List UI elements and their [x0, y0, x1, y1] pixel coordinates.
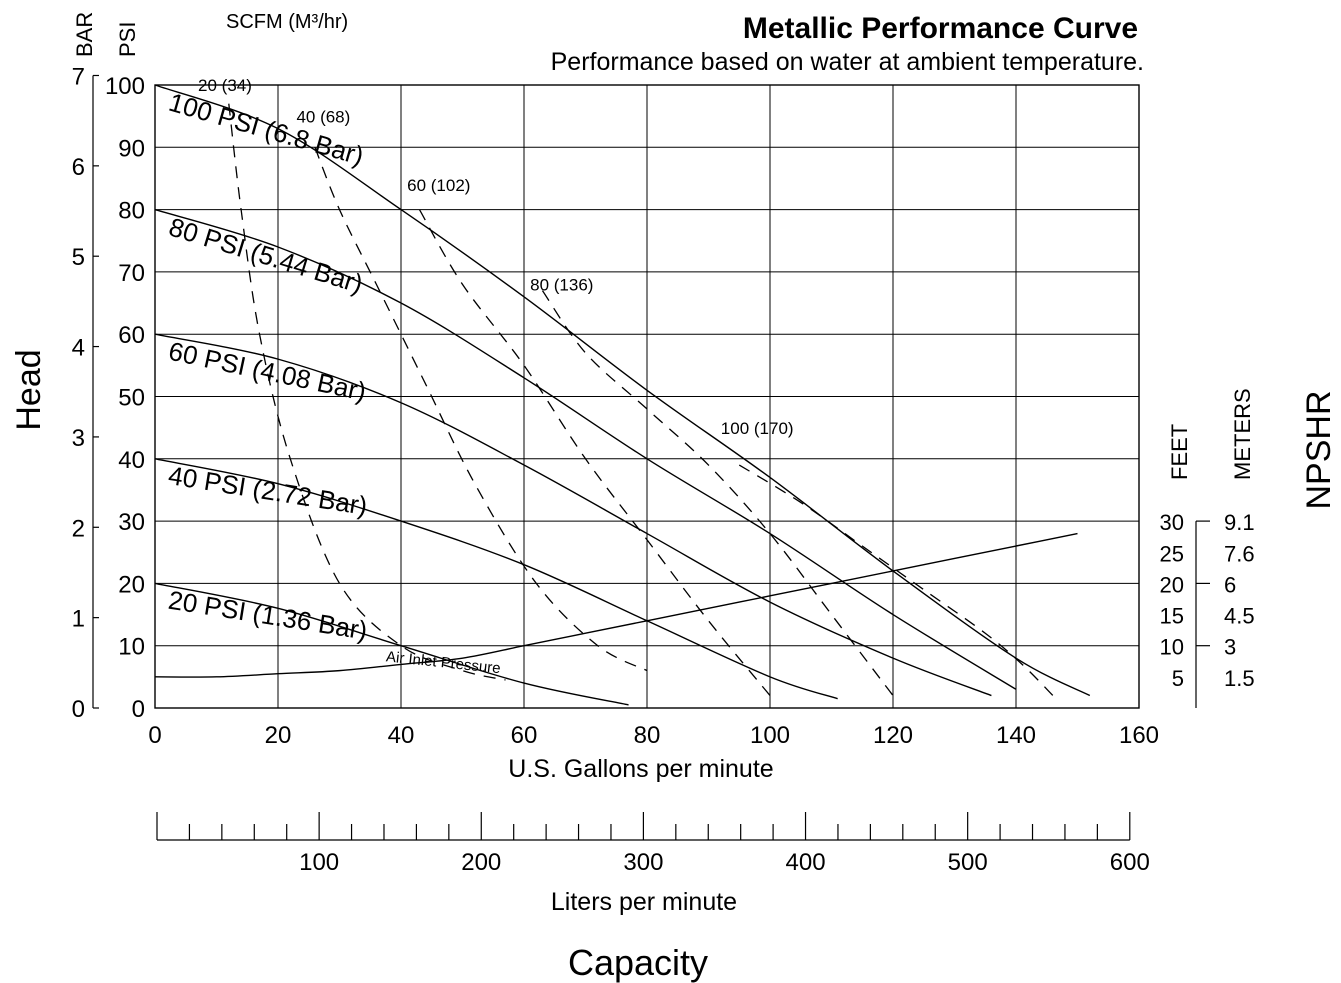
x-tick-label: 140: [996, 722, 1036, 749]
psi-tick-label: 80: [118, 198, 145, 225]
lpm-tick-label: 400: [786, 849, 826, 876]
x-tick-label: 40: [388, 722, 415, 749]
pressure-curve: [154, 84, 1091, 697]
bar-tick-label: 1: [72, 606, 85, 633]
scfm-curve: [418, 209, 771, 696]
npshr-curve: [154, 532, 1078, 678]
npshr-label: NPSHR: [1300, 390, 1338, 509]
psi-tick-label: 10: [118, 634, 145, 661]
psi-tick-label: 20: [118, 571, 145, 598]
psi-tick-label: 40: [118, 447, 145, 474]
x-tick-label: 0: [148, 722, 161, 749]
pressure-curve: [154, 208, 1017, 690]
npshr-feet-label: 5: [1172, 666, 1184, 691]
npshr-meter-label: 4.5: [1224, 604, 1255, 629]
pressure-curve-label: 40 PSI (2.72 Bar): [166, 460, 369, 521]
npshr-feet-label: 30: [1160, 510, 1184, 535]
x-tick-label: 60: [511, 722, 538, 749]
npshr-meter-label: 7.6: [1224, 541, 1255, 566]
psi-tick-label: 70: [118, 260, 145, 287]
plot-grid: [154, 84, 1140, 709]
x-tick-label: 20: [265, 722, 292, 749]
lpm-tick-label: 100: [299, 849, 339, 876]
lpm-tick-label: 600: [1110, 849, 1150, 876]
lpm-tick-label: 200: [461, 849, 501, 876]
x-axis-label: U.S. Gallons per minute: [508, 755, 773, 783]
bar-tick-label: 5: [72, 244, 85, 271]
meters-label: METERS: [1230, 388, 1255, 480]
psi-tick-label: 60: [118, 322, 145, 349]
npshr-meter-label: 6: [1224, 572, 1236, 597]
scfm-curve-label: 20 (34): [198, 76, 252, 95]
pressure-curve: [154, 582, 629, 706]
scfm-curve-label: 40 (68): [296, 107, 350, 126]
psi-tick-label: 50: [118, 385, 145, 412]
npshr-meter-label: 9.1: [1224, 510, 1255, 535]
scfm-curve-label: 80 (136): [530, 276, 593, 295]
axis-ticks: 0 20 40 60 80 100 120 140 1600102030405060708090…: [72, 63, 1255, 876]
pressure-curve-label: 20 PSI (1.36 Bar): [166, 585, 369, 646]
bar-tick-label: 0: [72, 696, 85, 723]
bar-tick-label: 7: [72, 63, 85, 90]
scfm-curve: [314, 147, 648, 672]
pressure-curve: [154, 458, 838, 700]
scfm-label: SCFM (M³/hr): [226, 11, 348, 33]
lpm-tick-label: 500: [948, 849, 988, 876]
lpm-tick-label: 300: [623, 849, 663, 876]
pressure-curve-label: 80 PSI (5.44 Bar): [166, 212, 367, 299]
x-tick-label: 100: [750, 722, 790, 749]
psi-tick-label: 0: [132, 696, 145, 723]
chart-title: Metallic Performance Curve: [743, 12, 1138, 45]
psi-tick-label: 30: [118, 509, 145, 536]
bar-tick-label: 2: [72, 515, 85, 542]
npshr-feet-label: 15: [1160, 604, 1184, 629]
air-inlet-label: Air Inlet Pressure: [385, 648, 501, 677]
pressure-curves: [154, 84, 1091, 706]
psi-tick-label: 100: [105, 73, 145, 100]
npshr-meter-label: 1.5: [1224, 666, 1255, 691]
bar-tick-label: 4: [72, 335, 85, 362]
scfm-curve-label: 60 (102): [407, 176, 470, 195]
npshr-feet-label: 20: [1160, 572, 1184, 597]
npshr-curve-group: [154, 532, 1078, 678]
x-tick-label: 160: [1119, 722, 1159, 749]
lpm-axis-label: Liters per minute: [551, 888, 737, 916]
curve-labels: 100 PSI (6.8 Bar)80 PSI (5.44 Bar)60 PSI…: [166, 76, 794, 677]
capacity-label: Capacity: [568, 942, 708, 983]
bar-axis-label: BAR: [72, 12, 97, 57]
scfm-curve: [228, 103, 506, 681]
npshr-feet-label: 10: [1160, 635, 1184, 660]
pressure-curve-label: 100 PSI (6.8 Bar): [166, 87, 367, 171]
x-tick-label: 80: [634, 722, 661, 749]
pressure-curve: [154, 333, 992, 697]
psi-tick-label: 90: [118, 135, 145, 162]
npshr-feet-label: 25: [1160, 541, 1184, 566]
bar-tick-label: 6: [72, 154, 85, 181]
scfm-curve: [738, 464, 1054, 696]
npshr-meter-label: 3: [1224, 635, 1236, 660]
chart-subtitle: Performance based on water at ambient te…: [551, 48, 1144, 76]
bar-tick-label: 3: [72, 425, 85, 452]
scfm-curve-label: 100 (170): [721, 419, 794, 438]
x-tick-label: 120: [873, 722, 913, 749]
head-label: Head: [10, 349, 48, 430]
psi-axis-label: PSI: [115, 22, 140, 57]
feet-label: FEET: [1167, 424, 1192, 480]
scfm-curves: [228, 103, 1054, 696]
